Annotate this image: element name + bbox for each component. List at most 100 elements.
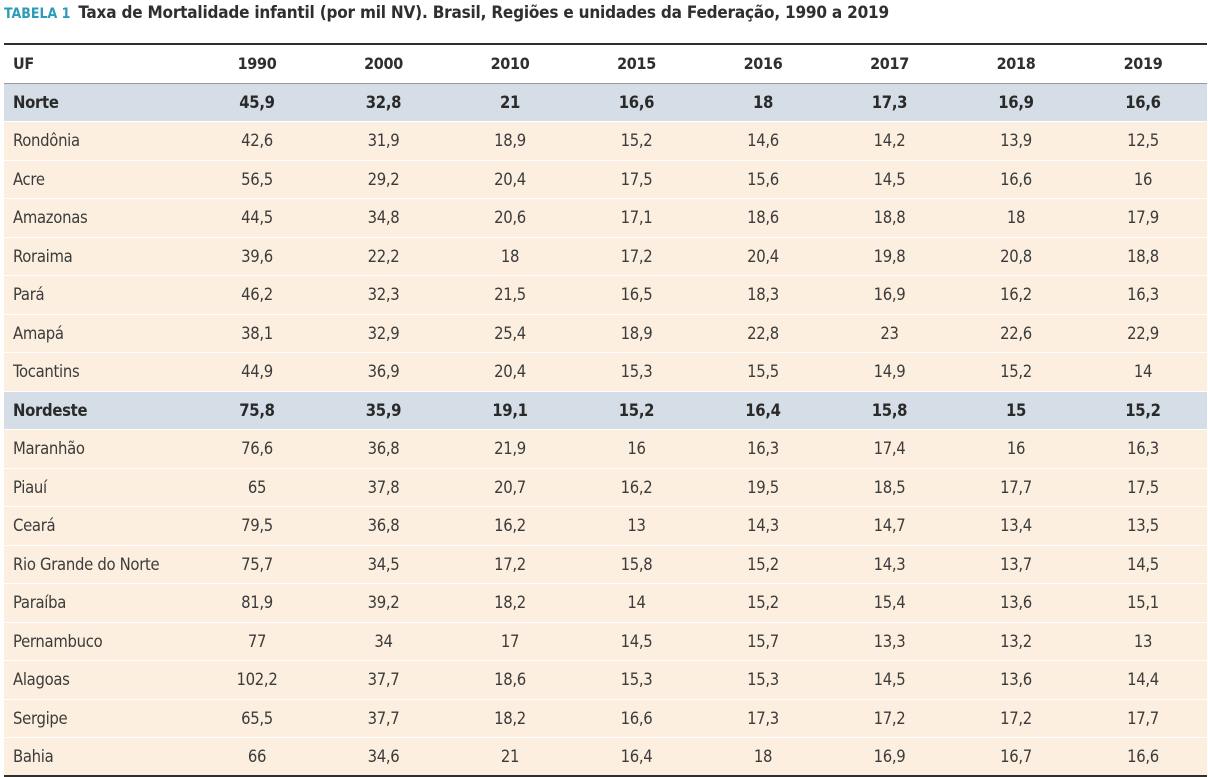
table-cell: 14,6 bbox=[700, 121, 826, 161]
table-row: Tocantins 44,9 36,9 20,4 15,3 15,5 14,9 15,2 14 bbox=[4, 352, 1207, 392]
row-label: Norte bbox=[4, 83, 194, 122]
table-cell: 31,9 bbox=[320, 121, 447, 161]
table-cell: 16,6 bbox=[1079, 737, 1207, 777]
table-cell: 21 bbox=[447, 737, 573, 777]
table-cell: 15,2 bbox=[573, 391, 700, 430]
table-cell: 18,9 bbox=[573, 314, 700, 353]
table-cell: 32,3 bbox=[320, 275, 447, 315]
table-row: Acre 56,5 29,2 20,4 17,5 15,6 14,5 16,6 16 bbox=[4, 160, 1207, 199]
column-header-2010: 2010 bbox=[447, 43, 573, 84]
row-label: Nordeste bbox=[4, 391, 194, 430]
table-cell: 14,5 bbox=[826, 160, 953, 199]
table-cell: 14,5 bbox=[573, 622, 700, 661]
row-label: Pará bbox=[4, 275, 194, 315]
column-header-2019: 2019 bbox=[1079, 43, 1207, 84]
table-cell: 16,9 bbox=[826, 275, 953, 315]
table-cell: 17,2 bbox=[447, 545, 573, 584]
table-caption: TABELA 1 Taxa de Mortalidade infantil (po… bbox=[4, 2, 889, 24]
column-header-2018: 2018 bbox=[953, 43, 1079, 84]
column-header-2015: 2015 bbox=[573, 43, 700, 84]
table-cell: 16,9 bbox=[826, 737, 953, 777]
table-cell: 12,5 bbox=[1079, 121, 1207, 161]
table-cell: 16,4 bbox=[573, 737, 700, 777]
table-cell: 29,2 bbox=[320, 160, 447, 199]
table-cell: 16 bbox=[573, 429, 700, 469]
table-cell: 13,7 bbox=[953, 545, 1079, 584]
table-cell: 34,8 bbox=[320, 198, 447, 238]
table-cell: 16,2 bbox=[447, 506, 573, 546]
table-row: Bahia 66 34,6 21 16,4 18 16,9 16,7 16,6 bbox=[4, 737, 1207, 777]
table-cell: 17,9 bbox=[1079, 198, 1207, 238]
table-cell: 32,9 bbox=[320, 314, 447, 353]
table-cell: 38,1 bbox=[194, 314, 320, 353]
table-cell: 18,2 bbox=[447, 583, 573, 623]
table-cell: 16,2 bbox=[573, 468, 700, 507]
table-body: Norte 45,9 32,8 21 16,6 18 17,3 16,9 16,6 Rondôni… bbox=[4, 83, 1207, 777]
table-cell: 15,2 bbox=[700, 545, 826, 584]
table-cell: 36,8 bbox=[320, 429, 447, 469]
table-cell: 15,6 bbox=[700, 160, 826, 199]
table-cell: 16,2 bbox=[953, 275, 1079, 315]
table-cell: 15,8 bbox=[573, 545, 700, 584]
row-label: Pernambuco bbox=[4, 622, 194, 661]
table-cell: 45,9 bbox=[194, 83, 320, 122]
table-cell: 18 bbox=[447, 237, 573, 276]
table-cell: 81,9 bbox=[194, 583, 320, 623]
table-cell: 18,6 bbox=[447, 660, 573, 700]
row-label: Maranhão bbox=[4, 429, 194, 469]
table-cell: 15 bbox=[953, 391, 1079, 430]
table-cell: 75,8 bbox=[194, 391, 320, 430]
table-cell: 21,9 bbox=[447, 429, 573, 469]
table-cell: 17 bbox=[447, 622, 573, 661]
table-cell: 15,2 bbox=[573, 121, 700, 161]
table-cell: 17,1 bbox=[573, 198, 700, 238]
table-row: Rondônia 42,6 31,9 18,9 15,2 14,6 14,2 13,9 12,5 bbox=[4, 121, 1207, 161]
table-cell: 37,7 bbox=[320, 699, 447, 738]
table-cell: 13,9 bbox=[953, 121, 1079, 161]
mortality-table: UF 1990 2000 2010 2015 2016 2017 2018 2019 Norte… bbox=[4, 43, 1207, 777]
table-cell: 16,3 bbox=[1079, 275, 1207, 315]
table-row: Ceará 79,5 36,8 16,2 13 14,3 14,7 13,4 13,5 bbox=[4, 506, 1207, 546]
table-cell: 34,6 bbox=[320, 737, 447, 777]
table-cell: 13 bbox=[573, 506, 700, 546]
row-label: Amapá bbox=[4, 314, 194, 353]
table-cell: 15,4 bbox=[826, 583, 953, 623]
table-cell: 17,3 bbox=[700, 699, 826, 738]
table-cell: 13,5 bbox=[1079, 506, 1207, 546]
table-cell: 20,6 bbox=[447, 198, 573, 238]
table-cell: 14,3 bbox=[700, 506, 826, 546]
table-cell: 14,9 bbox=[826, 352, 953, 392]
table-cell: 44,5 bbox=[194, 198, 320, 238]
row-label: Paraíba bbox=[4, 583, 194, 623]
table-cell: 16 bbox=[953, 429, 1079, 469]
table-cell: 46,2 bbox=[194, 275, 320, 315]
table-cell: 18,5 bbox=[826, 468, 953, 507]
table-cell: 17,2 bbox=[573, 237, 700, 276]
table-cell: 15,1 bbox=[1079, 583, 1207, 623]
table-cell: 16,9 bbox=[953, 83, 1079, 122]
table-cell: 23 bbox=[826, 314, 953, 353]
table-label: TABELA 1 bbox=[4, 6, 71, 22]
table-cell: 22,8 bbox=[700, 314, 826, 353]
table-title: Taxa de Mortalidade infantil (por mil NV… bbox=[78, 3, 889, 23]
table-cell: 15,7 bbox=[700, 622, 826, 661]
table-cell: 18 bbox=[700, 737, 826, 777]
table-cell: 15,2 bbox=[1079, 391, 1207, 430]
table-cell: 19,1 bbox=[447, 391, 573, 430]
table-cell: 18 bbox=[953, 198, 1079, 238]
row-label: Bahia bbox=[4, 737, 194, 777]
table-cell: 39,2 bbox=[320, 583, 447, 623]
table-cell: 66 bbox=[194, 737, 320, 777]
table-cell: 18,8 bbox=[826, 198, 953, 238]
table-cell: 14 bbox=[1079, 352, 1207, 392]
table-cell: 15,3 bbox=[573, 352, 700, 392]
table-cell: 16,4 bbox=[700, 391, 826, 430]
table-cell: 20,4 bbox=[447, 352, 573, 392]
table-cell: 18,8 bbox=[1079, 237, 1207, 276]
table-cell: 18,9 bbox=[447, 121, 573, 161]
table-cell: 34 bbox=[320, 622, 447, 661]
table-cell: 25,4 bbox=[447, 314, 573, 353]
row-label: Piauí bbox=[4, 468, 194, 507]
table-cell: 14,5 bbox=[1079, 545, 1207, 584]
table-cell: 16,3 bbox=[1079, 429, 1207, 469]
